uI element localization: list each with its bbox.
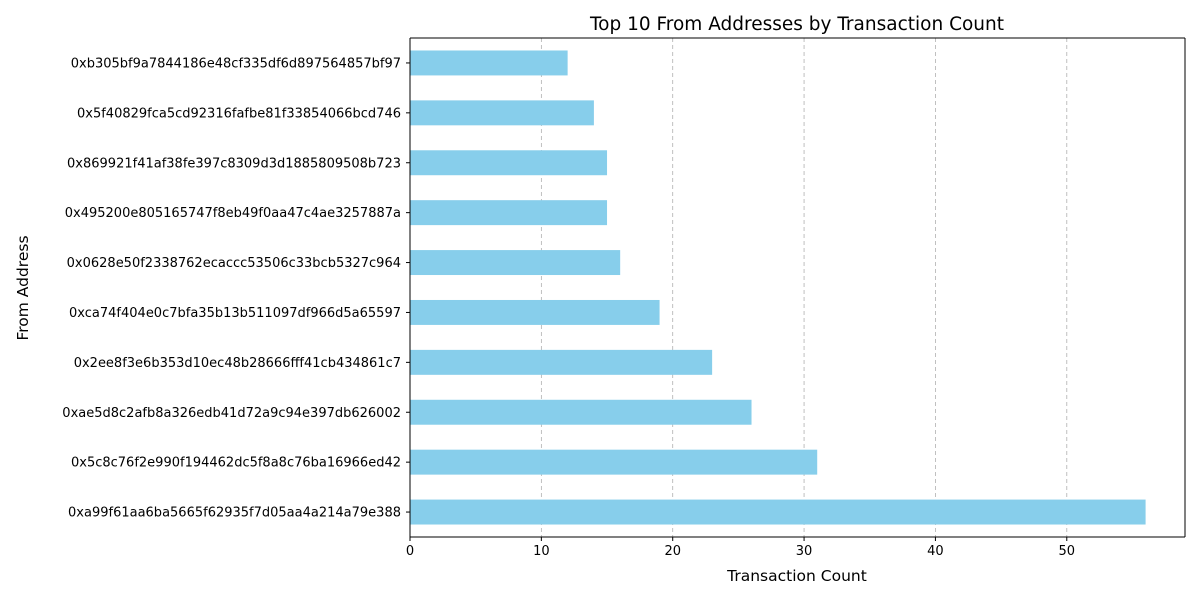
y-tick-label: 0xa99f61aa6ba5665f62935f7d05aa4a214a79e3…: [68, 506, 401, 521]
bar: [410, 200, 608, 226]
y-axis-title: From Address: [14, 235, 32, 340]
y-tick-label: 0x869921f41af38fe397c8309d3d1885809508b7…: [67, 156, 401, 171]
y-tick-label: 0xb305bf9a7844186e48cf335df6d897564857bf…: [71, 56, 401, 71]
bar: [410, 449, 818, 475]
bar: [410, 349, 713, 375]
bar: [410, 250, 621, 276]
bar: [410, 299, 660, 325]
y-tick-label: 0x0628e50f2338762ecaccc53506c33bcb5327c9…: [67, 256, 401, 271]
chart-title: Top 10 From Addresses by Transaction Cou…: [589, 14, 1004, 35]
x-tick-label: 10: [533, 544, 550, 559]
y-tick-label: 0x495200e805165747f8eb49f0aa47c4ae325788…: [65, 206, 401, 221]
x-tick-label: 40: [927, 544, 944, 559]
bar: [410, 50, 568, 76]
y-tick-label: 0xae5d8c2afb8a326edb41d72a9c94e397db6260…: [62, 406, 401, 421]
bar: [410, 150, 608, 176]
bars: [410, 50, 1146, 525]
bar: [410, 100, 594, 126]
axes: 0 10 20 30 40 50 0xa99f61aa6ba5665f62935f7d05a…: [62, 37, 1186, 559]
bar: [410, 399, 752, 425]
bar: [410, 499, 1146, 525]
y-tick-label: 0x5c8c76f2e990f194462dc5f8a8c76ba16966ed…: [71, 456, 401, 471]
x-tick-label: 20: [664, 544, 681, 559]
x-tick-label: 50: [1059, 544, 1076, 559]
y-tick-label: 0x2ee8f3e6b353d10ec48b28666fff41cb434861…: [74, 356, 401, 371]
y-tick-label: 0xca74f404e0c7bfa35b13b511097df966d5a655…: [69, 306, 401, 321]
x-tick-label: 30: [796, 544, 813, 559]
y-tick-label: 0x5f40829fca5cd92316fafbe81f33854066bcd7…: [77, 106, 401, 121]
x-tick-label: 0: [406, 544, 414, 559]
x-axis-title: Transaction Count: [726, 567, 867, 585]
